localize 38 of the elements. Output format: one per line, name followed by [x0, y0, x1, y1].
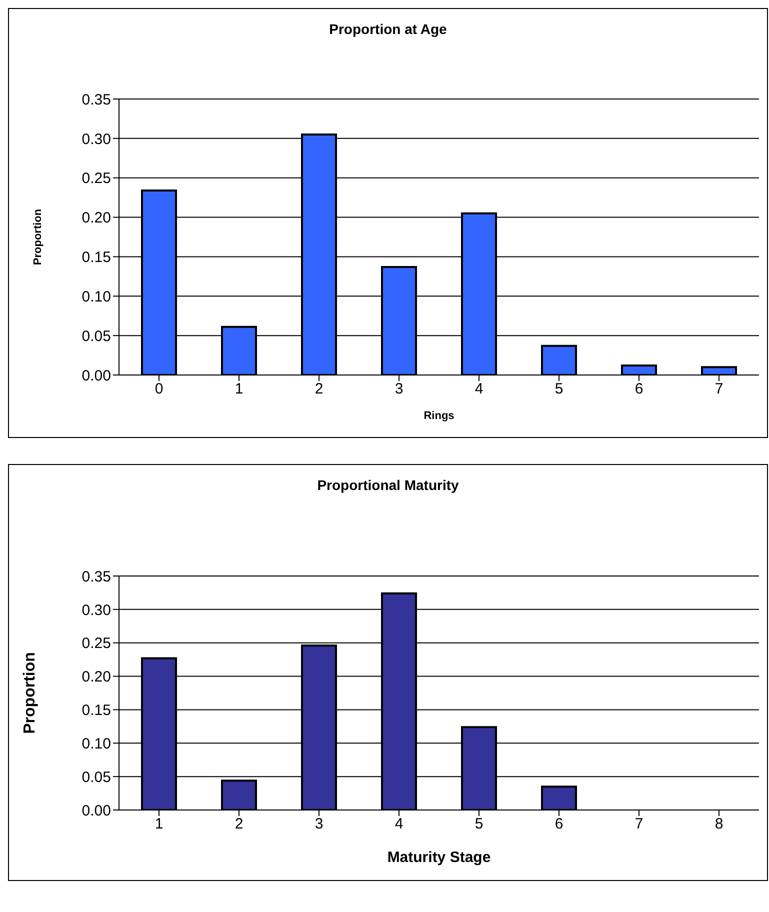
- x-tick-label: 0: [154, 380, 164, 398]
- x-tick-label: 7: [714, 380, 724, 398]
- chart-title: Proportional Maturity: [316, 477, 460, 493]
- y-tick-label: 0.35: [82, 568, 111, 586]
- x-tick-label: 5: [474, 816, 484, 833]
- x-tick-label: 6: [634, 380, 644, 398]
- y-tick-label: 0.15: [82, 249, 111, 266]
- y-tick-label: 0.00: [82, 802, 111, 820]
- x-tick-label: 4: [474, 380, 484, 398]
- y-tick-label: 0.25: [82, 635, 111, 652]
- x-tick-label: 2: [314, 380, 324, 398]
- x-tick-label: 1: [154, 816, 164, 833]
- x-tick-label: 2: [234, 816, 244, 833]
- x-tick-label: 7: [634, 816, 644, 833]
- x-axis-title: Maturity Stage: [387, 849, 491, 866]
- y-tick-label: 0.25: [82, 170, 111, 188]
- y-tick-label: 0.35: [82, 91, 111, 108]
- y-tick-label: 0.05: [82, 768, 111, 786]
- y-tick-label: 0.15: [82, 702, 111, 720]
- y-tick-label: 0.20: [82, 210, 111, 227]
- x-tick-label: 1: [234, 380, 244, 398]
- y-tick-label: 0.20: [82, 668, 111, 686]
- x-axis-title: Rings: [424, 410, 454, 422]
- x-tick-label: 3: [394, 380, 404, 398]
- y-tick-label: 0.00: [82, 367, 111, 384]
- chart-title: Proportion at Age: [328, 21, 448, 37]
- x-tick-label: 3: [314, 816, 324, 833]
- y-tick-label: 0.30: [82, 130, 111, 148]
- y-tick-label: 0.30: [82, 602, 111, 619]
- y-axis-title: Proportion: [22, 652, 39, 734]
- y-tick-label: 0.05: [82, 328, 111, 345]
- x-tick-label: 4: [394, 816, 404, 833]
- x-tick-label: 5: [554, 380, 564, 398]
- y-tick-label: 0.10: [82, 735, 111, 752]
- x-tick-label: 8: [714, 816, 724, 833]
- x-tick-label: 6: [554, 816, 564, 833]
- y-tick-label: 0.10: [82, 288, 111, 306]
- y-axis-title: Proportion: [32, 208, 44, 266]
